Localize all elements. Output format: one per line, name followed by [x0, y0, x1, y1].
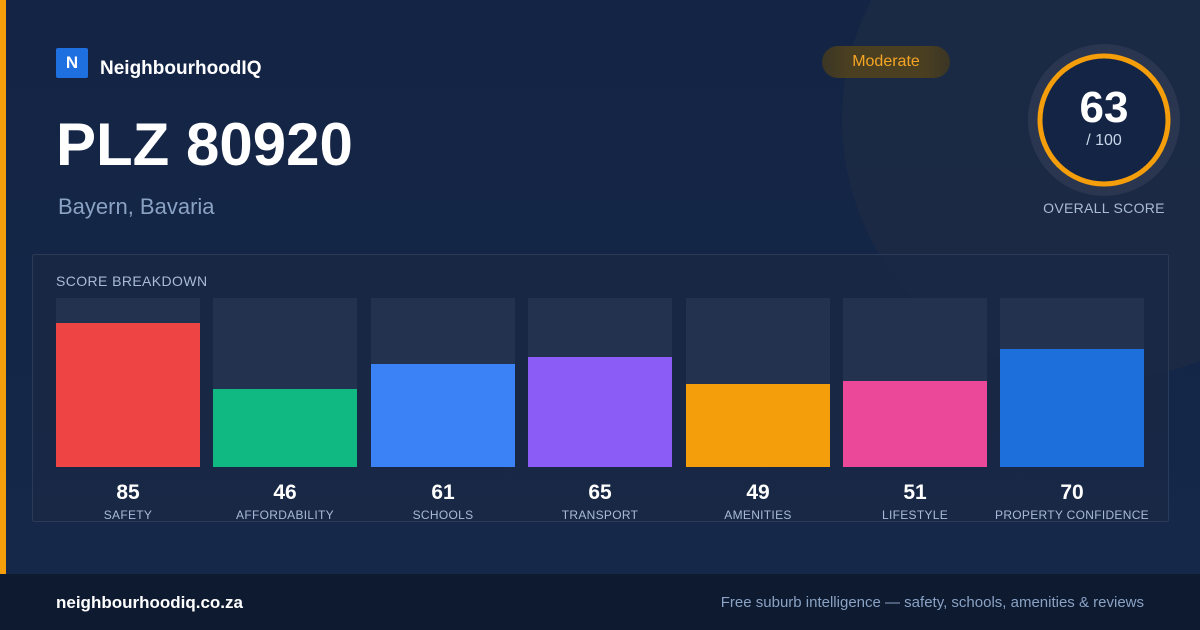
bar-label: TRANSPORT	[561, 508, 639, 522]
bar-value: 85	[116, 481, 140, 504]
overall-score-value: 63	[1079, 83, 1129, 132]
bar-track	[213, 298, 357, 467]
bar-transport: 65 TRANSPORT	[528, 298, 672, 522]
overall-score-max: / 100	[1086, 132, 1122, 149]
brand-logo-icon: N	[56, 48, 88, 78]
share-card: N NeighbourhoodIQ PLZ 80920 Bayern, Bava…	[0, 0, 1200, 574]
bar-fill	[56, 323, 200, 467]
bar-label: LIFESTYLE	[881, 508, 949, 522]
footer-url-link[interactable]: neighbourhoodiq.co.za	[56, 593, 243, 612]
bar-property-confidence: 70 PROPERTY CONFIDENCE	[995, 298, 1149, 522]
bar-affordability: 46 AFFORDABILITY	[213, 298, 357, 522]
bar-fill	[213, 389, 357, 467]
overall-score-ring: 63 / 100	[1028, 44, 1180, 196]
breakdown-bars: 85 SAFETY 46 AFFORDABILITY 61 SCHOOLS 65 TRANSP…	[56, 298, 1149, 522]
bar-track	[56, 298, 200, 467]
bar-fill	[686, 384, 830, 467]
page-subtitle: Bayern, Bavaria	[58, 194, 215, 219]
accent-stripe	[0, 0, 6, 574]
bar-fill	[1000, 349, 1144, 467]
breakdown-title: SCORE BREAKDOWN	[56, 273, 208, 289]
bar-track	[686, 298, 830, 467]
page-title: PLZ 80920	[56, 111, 353, 178]
brand[interactable]: N NeighbourhoodIQ	[56, 46, 261, 80]
bar-value: 46	[273, 481, 297, 504]
bar-amenities: 49 AMENITIES	[686, 298, 830, 522]
bar-value: 70	[1060, 481, 1084, 504]
score-ring-graphic	[1028, 44, 1180, 196]
bar-track	[371, 298, 515, 467]
bar-value: 65	[588, 481, 612, 504]
bar-label: PROPERTY CONFIDENCE	[995, 508, 1149, 522]
bar-label: AMENITIES	[724, 508, 792, 522]
bar-value: 51	[903, 481, 927, 504]
footer-tagline: Free suburb intelligence — safety, schoo…	[720, 594, 1144, 611]
bar-track	[1000, 298, 1144, 467]
bar-fill	[843, 381, 987, 467]
bar-schools: 61 SCHOOLS	[371, 298, 515, 522]
rating-badge: Moderate	[822, 46, 950, 78]
bar-label: SCHOOLS	[412, 508, 474, 522]
footer: neighbourhoodiq.co.za Free suburb intell…	[0, 574, 1200, 630]
score-breakdown-panel: SCORE BREAKDOWN 85 SAFETY 46 AFFORDABILITY 6…	[32, 254, 1169, 522]
bar-lifestyle: 51 LIFESTYLE	[843, 298, 987, 522]
bar-fill	[528, 357, 672, 467]
bar-safety: 85 SAFETY	[56, 298, 200, 522]
bar-value: 49	[746, 481, 770, 504]
brand-name: NeighbourhoodIQ	[100, 58, 262, 79]
bar-fill	[371, 364, 515, 467]
bar-track	[528, 298, 672, 467]
overall-score-label: OVERALL SCORE	[1043, 200, 1165, 216]
bar-track	[843, 298, 987, 467]
bar-value: 61	[431, 481, 455, 504]
bar-label: SAFETY	[103, 508, 153, 522]
bar-label: AFFORDABILITY	[236, 508, 334, 522]
